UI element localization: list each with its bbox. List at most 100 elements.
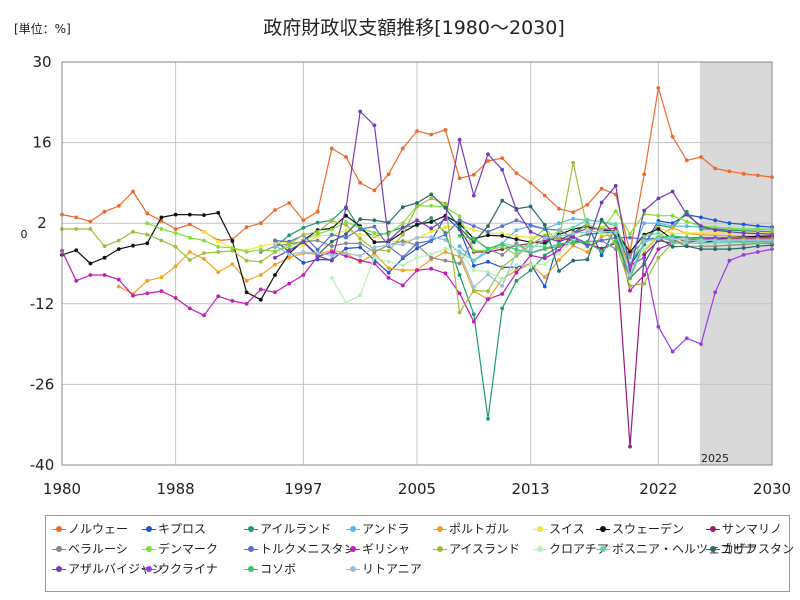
legend-label: スウェーデン [612, 522, 685, 536]
data-point [400, 221, 405, 226]
data-point [344, 228, 348, 233]
data-point [457, 221, 462, 226]
data-point [684, 238, 689, 242]
data-point [656, 255, 661, 260]
y-tick-label: 16 [32, 134, 51, 152]
data-point [684, 231, 689, 235]
data-point [684, 244, 689, 249]
legend-label: トルクメニスタン [260, 542, 356, 556]
data-point [216, 270, 221, 274]
data-point [528, 204, 533, 209]
data-point [372, 240, 377, 245]
legend-swatch [706, 524, 720, 534]
data-point [273, 290, 277, 295]
data-point [301, 232, 306, 237]
data-point [684, 224, 689, 229]
data-point [372, 123, 377, 128]
legend-label: キプロス [158, 522, 207, 536]
data-point [244, 258, 249, 263]
data-point [528, 229, 533, 234]
data-point [486, 233, 490, 238]
data-point [684, 158, 689, 163]
data-point [542, 284, 547, 289]
data-point [187, 222, 192, 227]
data-point [287, 255, 292, 260]
data-point [670, 236, 675, 241]
legend-label: ボスニア・ヘルツェゴビナ [612, 542, 757, 556]
data-point [358, 232, 363, 237]
data-point [145, 278, 150, 283]
data-point [358, 227, 363, 231]
data-point [258, 244, 263, 249]
data-point [628, 250, 632, 254]
x-tick-label: 2022 [639, 480, 677, 498]
data-point [642, 208, 647, 213]
data-point [628, 273, 632, 277]
data-point [173, 212, 178, 217]
data-point [273, 238, 277, 243]
data-point [571, 240, 576, 245]
data-point [187, 258, 192, 262]
data-point [202, 251, 206, 256]
legend-swatch [346, 524, 360, 534]
data-point [755, 227, 760, 231]
data-point [727, 247, 732, 252]
data-point [457, 218, 462, 223]
data-point [557, 234, 561, 239]
data-point [557, 206, 561, 211]
data-point [400, 225, 405, 230]
data-point [287, 233, 292, 238]
data-point [741, 253, 746, 257]
data-point [642, 172, 647, 177]
data-point [471, 263, 476, 268]
data-point [599, 238, 604, 243]
data-point [514, 241, 519, 246]
data-point [329, 227, 334, 232]
legend-item: サンマリノ [706, 519, 782, 539]
data-point [344, 232, 348, 237]
data-point [542, 262, 547, 266]
data-point [244, 225, 249, 230]
data-point [486, 417, 490, 421]
data-point [571, 225, 576, 230]
data-point [500, 292, 505, 296]
data-point [542, 253, 547, 258]
data-point [372, 224, 377, 229]
legend-swatch [433, 524, 447, 534]
data-point [613, 183, 618, 188]
data-point [486, 152, 490, 157]
data-point [585, 229, 590, 234]
data-point [329, 253, 334, 258]
data-point [542, 246, 547, 251]
data-point [400, 232, 405, 237]
data-point [642, 239, 647, 243]
data-point [74, 278, 79, 283]
data-point [258, 247, 263, 252]
y-tick-label: -26 [30, 375, 55, 393]
data-point [628, 284, 632, 288]
data-point [613, 238, 618, 243]
legend-swatch [533, 524, 547, 534]
data-point [727, 258, 732, 263]
data-point [216, 210, 221, 215]
data-point [159, 289, 164, 293]
data-point [755, 231, 760, 236]
data-point [173, 231, 178, 235]
data-point [471, 319, 476, 324]
data-point [443, 271, 448, 276]
data-point [713, 244, 718, 249]
data-point [344, 300, 348, 305]
data-point [599, 186, 604, 191]
data-point [358, 109, 363, 114]
legend-swatch [52, 544, 66, 554]
data-point [542, 256, 547, 261]
legend-item: スウェーデン [596, 519, 684, 539]
data-point [486, 297, 490, 302]
data-point [457, 244, 462, 249]
legend-item: コソボ [244, 559, 296, 579]
data-point [684, 241, 689, 246]
data-point [287, 201, 292, 205]
data-point [656, 221, 661, 226]
data-point [358, 254, 363, 258]
data-point [514, 250, 519, 255]
